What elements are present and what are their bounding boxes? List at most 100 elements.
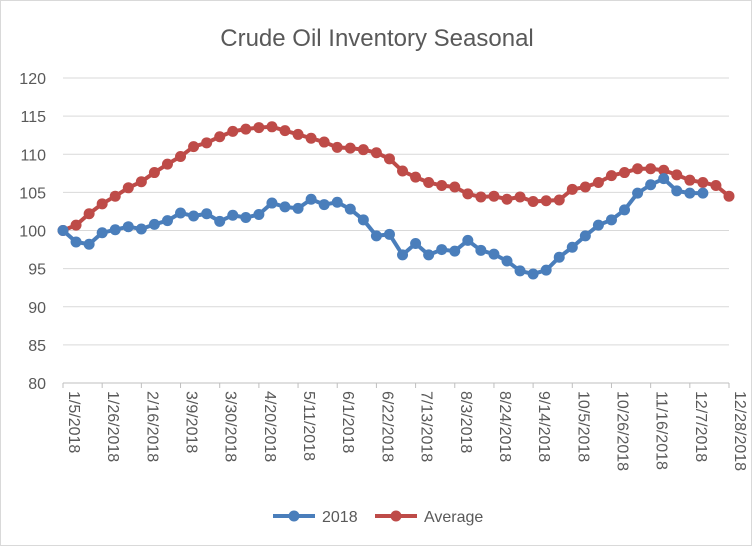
x-tick-label: 10/5/2018 [574, 391, 591, 462]
data-point-average [592, 176, 604, 188]
data-point-2018 [96, 227, 108, 239]
data-point-average [253, 122, 265, 134]
data-point-average [370, 147, 382, 159]
y-tick-label: 105 [19, 185, 46, 202]
x-tick-label: 1/5/2018 [65, 391, 82, 453]
x-tick-label: 3/30/2018 [222, 391, 239, 462]
data-point-2018 [527, 268, 539, 280]
data-point-average [214, 131, 226, 143]
data-point-average [109, 190, 121, 202]
x-tick-label: 8/3/2018 [457, 391, 474, 453]
data-point-2018 [70, 236, 82, 248]
data-point-2018 [57, 225, 69, 236]
data-point-average [331, 141, 343, 153]
data-point-2018 [227, 209, 239, 221]
data-point-2018 [540, 264, 552, 276]
data-point-2018 [697, 187, 709, 199]
data-point-2018 [135, 223, 147, 235]
data-point-2018 [161, 215, 173, 227]
data-point-2018 [331, 196, 343, 208]
x-tick-label: 11/16/2018 [653, 391, 670, 470]
data-point-average [96, 198, 108, 210]
x-tick-label: 12/28/2018 [731, 391, 748, 471]
data-point-2018 [122, 221, 134, 233]
data-point-average [645, 163, 657, 175]
data-point-average [436, 180, 448, 192]
data-point-2018 [318, 199, 330, 211]
series-line-average [62, 124, 731, 233]
data-point-2018 [488, 248, 500, 260]
x-tick-label: 12/7/2018 [692, 391, 709, 462]
series-2018 [57, 173, 709, 280]
data-point-average [579, 181, 591, 193]
data-point-average [488, 190, 500, 202]
data-point-2018 [188, 210, 200, 222]
data-point-average [122, 182, 134, 194]
x-tick-label: 7/13/2018 [418, 391, 435, 462]
data-point-average [449, 181, 461, 193]
data-point-2018 [475, 244, 487, 256]
data-point-2018 [645, 179, 657, 191]
x-tick-label: 6/22/2018 [378, 391, 395, 462]
data-point-average [292, 128, 304, 140]
data-point-average [148, 167, 160, 179]
legend-label-average: Average [424, 509, 483, 526]
data-point-average [723, 190, 735, 202]
data-point-2018 [109, 224, 121, 236]
x-tick-label: 2/16/2018 [143, 391, 160, 462]
data-point-2018 [344, 203, 356, 215]
data-point-average [527, 196, 539, 208]
data-point-2018 [423, 249, 435, 261]
data-point-average [475, 191, 487, 203]
y-axis-tick-labels: 80 85 90 95 100 105 110 115 120 [19, 71, 46, 393]
x-tick-label: 5/11/2018 [300, 391, 317, 461]
data-point-average [632, 163, 644, 175]
legend-item-2018: 2018 [273, 509, 358, 526]
data-point-average [423, 176, 435, 188]
legend-marker-2018 [288, 510, 300, 522]
data-point-2018 [201, 208, 213, 220]
data-point-average [266, 121, 278, 133]
data-point-2018 [83, 238, 95, 250]
data-point-2018 [410, 237, 422, 249]
data-point-average [671, 169, 683, 181]
data-point-average [175, 151, 187, 163]
data-point-average [566, 183, 578, 195]
y-tick-label: 110 [20, 147, 46, 164]
y-tick-label: 100 [19, 224, 46, 241]
data-point-2018 [436, 244, 448, 256]
data-point-average [605, 170, 617, 182]
data-point-average [540, 195, 552, 207]
data-point-2018 [514, 265, 526, 277]
x-tick-label: 6/1/2018 [339, 391, 356, 453]
data-point-average [658, 164, 670, 176]
data-point-average [305, 132, 317, 144]
data-point-average [318, 136, 330, 148]
data-point-2018 [619, 204, 631, 216]
data-point-average [619, 167, 631, 179]
data-point-2018 [253, 208, 265, 220]
legend: 2018 Average [273, 509, 483, 526]
data-point-2018 [671, 185, 683, 197]
y-tick-label: 95 [28, 262, 46, 279]
data-point-average [83, 208, 95, 220]
data-point-average [410, 171, 422, 183]
x-tick-label: 1/26/2018 [104, 391, 121, 462]
data-point-average [344, 142, 356, 154]
legend-item-average: Average [375, 509, 483, 526]
data-point-2018 [266, 197, 278, 209]
data-point-2018 [214, 215, 226, 227]
data-point-2018 [240, 212, 252, 224]
data-point-average [201, 137, 213, 149]
data-point-2018 [462, 234, 474, 246]
legend-marker-average [390, 510, 402, 522]
y-tick-label: 90 [28, 300, 46, 317]
data-point-average [161, 158, 173, 170]
data-point-2018 [605, 214, 617, 226]
data-point-average [553, 194, 565, 206]
data-point-2018 [632, 187, 644, 199]
data-point-average [70, 219, 82, 231]
data-point-2018 [357, 214, 369, 226]
